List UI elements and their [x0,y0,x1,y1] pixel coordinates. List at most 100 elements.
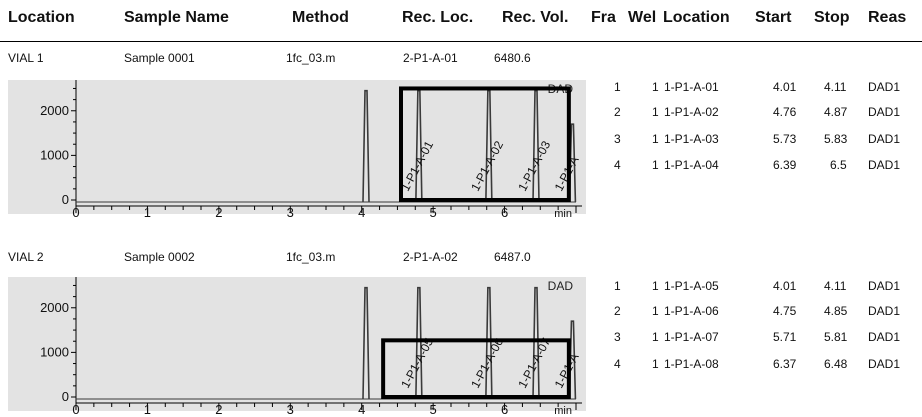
peak [415,89,423,203]
vial-1-rec-loc: 2-P1-A-01 [403,51,458,65]
header-location-2: Location [663,9,730,26]
fraction-location: 1-P1-A-07 [664,330,719,344]
fraction-stop: 6.48 [824,357,848,371]
x-tick-label: 4 [358,205,365,218]
vial-1-sample: Sample 0001 [124,51,195,65]
fraction-reason: DAD1 [868,304,901,318]
highlight-box [399,86,571,202]
vial-2-location: VIAL 2 [8,250,44,264]
header-rec-vol: Rec. Vol. [502,9,569,26]
header-rule [0,41,922,42]
fraction-well: 1 [652,304,659,318]
fraction-number: 4 [614,158,621,172]
detector-label: DAD [548,279,574,293]
fraction-reason: DAD1 [868,105,901,119]
fraction-reason: DAD1 [868,330,901,344]
fraction-number: 3 [614,132,621,146]
x-tick-label: 2 [215,205,222,218]
header-location: Location [8,9,75,26]
fraction-start: 5.71 [773,330,797,344]
peak [362,89,370,203]
fraction-reason: DAD1 [868,357,901,371]
x-tick-label: 5 [430,205,437,218]
fraction-stop: 4.11 [824,279,847,293]
peak [415,286,423,400]
fraction-start: 4.76 [773,105,797,119]
vial-2-method: 1fc_03.m [286,250,336,264]
fraction-start: 4.01 [773,80,797,94]
fraction-well: 1 [652,80,659,94]
peak [485,286,493,400]
fraction-location: 1-P1-A-02 [664,105,719,119]
y-tick-label: 0 [62,389,69,404]
x-tick-label: 0 [72,402,79,415]
x-tick-label: 1 [144,205,151,218]
fraction-reason: DAD1 [868,132,901,146]
fraction-number: 4 [614,357,621,371]
fraction-stop: 4.11 [824,80,847,94]
fraction-location: 1-P1-A-06 [664,304,719,318]
fraction-start: 4.75 [773,304,797,318]
header-reas: Reas [868,9,907,26]
y-tick-label: 2000 [40,300,69,315]
fraction-well: 1 [652,330,659,344]
fraction-location: 1-P1-A-01 [664,80,719,94]
fraction-stop: 6.5 [830,158,847,172]
x-tick-label: 1 [144,402,151,415]
vial-1-method: 1fc_03.m [286,51,336,65]
y-tick-label: 2000 [40,103,69,118]
vial-1-location: VIAL 1 [8,51,44,65]
fraction-reason: DAD1 [868,80,901,94]
fraction-location: 1-P1-A-03 [664,132,719,146]
x-tick-label: 3 [287,402,294,415]
fraction-number: 2 [614,105,621,119]
header-method: Method [292,9,349,26]
vial-2-rec-loc: 2-P1-A-02 [403,250,458,264]
x-tick-label: 0 [72,205,79,218]
header-rec-loc: Rec. Loc. [402,9,474,26]
fraction-well: 1 [652,132,659,146]
vial-2-rec-vol: 6487.0 [494,250,531,264]
fraction-well: 1 [652,158,659,172]
header-wel: Wel [628,9,657,26]
x-tick-label: 4 [358,402,365,415]
fraction-location: 1-P1-A-05 [664,279,719,293]
x-tick-label: 6 [501,205,508,218]
x-tick-label: 6 [501,402,508,415]
fraction-reason: DAD1 [868,279,901,293]
fraction-start: 4.01 [773,279,797,293]
fraction-stop: 4.87 [824,105,848,119]
x-tick-label: 3 [287,205,294,218]
x-axis-label: min [554,208,572,218]
header-sample-name: Sample Name [124,9,229,26]
vial-1-rec-vol: 6480.6 [494,51,531,65]
x-tick-label: 2 [215,402,222,415]
fraction-start: 6.39 [773,158,797,172]
fraction-number: 1 [614,279,621,293]
fraction-well: 1 [652,279,659,293]
fraction-location: 1-P1-A-08 [664,357,719,371]
y-tick-label: 0 [62,192,69,207]
fraction-start: 6.37 [773,357,797,371]
fraction-number: 2 [614,304,621,318]
header-fra: Fra [591,9,616,26]
peak [532,286,540,400]
header-start: Start [755,9,792,26]
header-stop: Stop [814,9,850,26]
y-tick-label: 1000 [40,344,69,359]
peak [485,89,493,203]
fraction-number: 1 [614,80,621,94]
vial-2-sample: Sample 0002 [124,250,195,264]
peak [532,89,540,203]
fraction-start: 5.73 [773,132,797,146]
x-tick-label: 5 [430,402,437,415]
fraction-location: 1-P1-A-04 [664,158,719,172]
fraction-well: 1 [652,357,659,371]
peak [362,286,370,400]
fraction-reason: DAD1 [868,158,901,172]
fraction-number: 3 [614,330,621,344]
fraction-well: 1 [652,105,659,119]
fraction-stop: 4.85 [824,304,848,318]
